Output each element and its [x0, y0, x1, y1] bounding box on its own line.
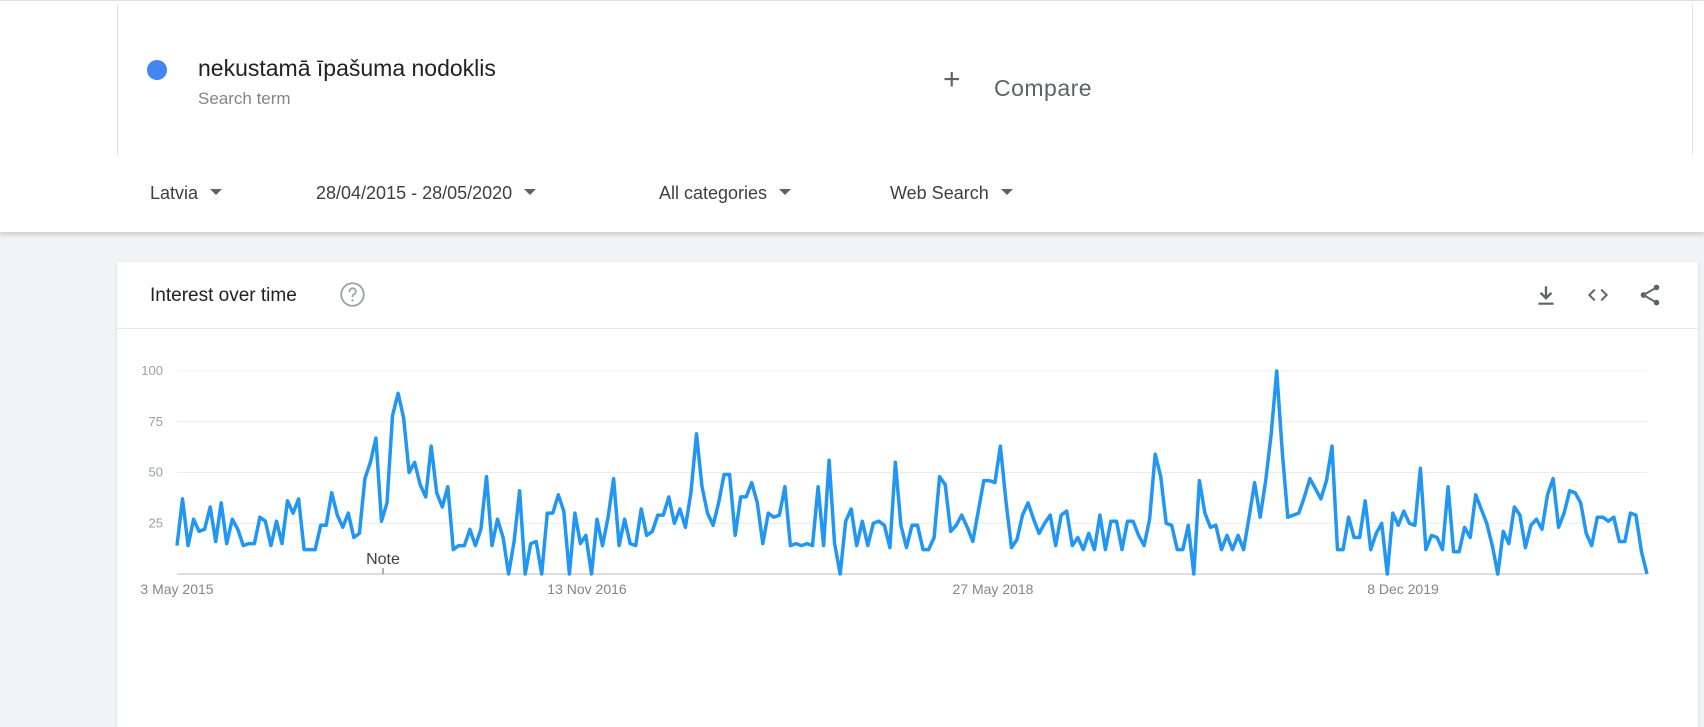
card-title: Interest over time [150, 285, 297, 306]
chevron-down-icon [779, 189, 792, 196]
y-tick-label: 75 [149, 414, 163, 429]
embed-icon[interactable] [1585, 282, 1611, 308]
interest-over-time-card: Interest over time 25 50 75 100 Note 3 May … [117, 262, 1698, 727]
share-icon[interactable] [1637, 282, 1663, 308]
y-tick-label: 100 [141, 363, 163, 378]
y-tick-label: 50 [149, 465, 163, 480]
filter-bar: Latvia 28/04/2015 - 28/05/2020 All categ… [0, 157, 1704, 232]
y-tick-label: 25 [149, 515, 163, 530]
date-range-label: 28/04/2015 - 28/05/2020 [316, 183, 513, 203]
search-term-card[interactable]: nekustamā īpašuma nodoklis Search term [117, 5, 906, 155]
chevron-down-icon [524, 189, 537, 196]
x-tick-label: 13 Nov 2016 [547, 581, 627, 597]
chevron-down-icon [210, 189, 223, 196]
search-type-label: Web Search [890, 183, 989, 203]
search-term-bar: nekustamā īpašuma nodoklis Search term +… [0, 0, 1704, 158]
compare-label: Compare [994, 75, 1093, 101]
x-tick-label: 8 Dec 2019 [1367, 581, 1439, 597]
category-label: All categories [659, 183, 768, 203]
plus-icon: + [943, 63, 961, 96]
card-header: Interest over time [117, 262, 1698, 329]
category-dropdown[interactable]: All categories [659, 183, 792, 204]
series-color-dot [147, 60, 167, 80]
date-range-dropdown[interactable]: 28/04/2015 - 28/05/2020 [316, 183, 537, 204]
search-term-title: nekustamā īpašuma nodoklis [198, 55, 496, 81]
help-icon[interactable] [339, 281, 366, 308]
download-icon[interactable] [1533, 282, 1559, 308]
region-dropdown[interactable]: Latvia [150, 183, 223, 204]
note-annotation[interactable]: Note [366, 551, 400, 568]
interest-line-chart: 25 50 75 100 Note 3 May 2015 13 Nov 2016 27 M… [140, 363, 1649, 597]
region-label: Latvia [150, 183, 199, 203]
x-tick-label: 27 May 2018 [953, 581, 1034, 597]
series-line[interactable] [175, 369, 1649, 576]
x-tick-label: 3 May 2015 [140, 581, 213, 597]
compare-button[interactable]: + Compare [905, 5, 1693, 155]
search-term-subtitle: Search term [198, 89, 291, 108]
search-type-dropdown[interactable]: Web Search [890, 183, 1013, 204]
chevron-down-icon [1000, 189, 1013, 196]
